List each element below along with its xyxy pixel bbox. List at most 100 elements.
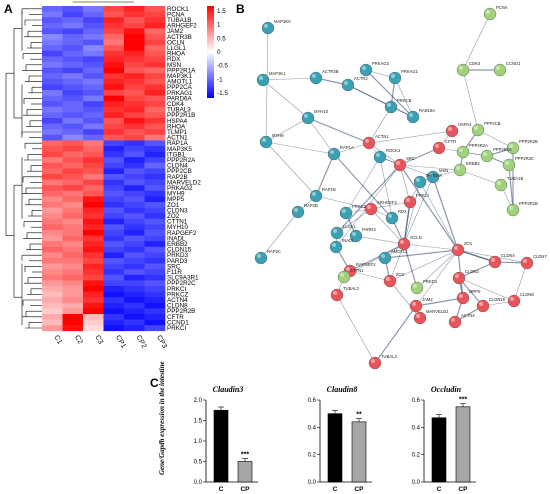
heatmap-cell <box>103 62 125 68</box>
node-circle <box>301 111 315 125</box>
heatmap-cell <box>103 39 125 46</box>
heatmap-cell <box>103 101 125 108</box>
heatmap-cell <box>62 258 84 264</box>
node-circle <box>476 299 490 313</box>
gene-label: PARD6A <box>167 95 193 102</box>
node-circle <box>383 274 397 288</box>
heatmap-cell <box>103 17 125 24</box>
heatmap-cell <box>124 151 145 158</box>
heatmap-cell <box>144 280 166 287</box>
heatmap-cell <box>124 39 145 46</box>
heatmap-cell <box>103 319 125 326</box>
heatmap-cell <box>42 129 63 136</box>
node-circle <box>362 136 376 150</box>
heatmap-cell <box>83 78 104 85</box>
x-category-label: C <box>437 486 442 493</box>
node-circle <box>291 205 305 219</box>
network-edge <box>365 69 414 118</box>
heatmap-cell <box>62 162 84 169</box>
heatmap-cell <box>124 252 145 259</box>
network-node: PPP2R2C <box>502 156 534 172</box>
heatmap-cell <box>124 106 145 113</box>
heatmap-cell <box>62 28 84 35</box>
node-label: ARHGEF2 <box>377 200 397 205</box>
node-circle <box>256 73 270 87</box>
heatmap-cell <box>83 246 104 253</box>
network-edge <box>265 27 269 143</box>
node-circle <box>330 226 344 240</box>
gene-label: RAP1A <box>167 140 188 147</box>
network-edge <box>368 106 392 144</box>
heatmap-cell <box>42 202 63 208</box>
network-node: ACTN1 <box>362 134 389 150</box>
heatmap-cell <box>103 179 125 186</box>
network-edge <box>399 164 411 203</box>
network-edge <box>415 249 459 307</box>
node-highlight <box>257 254 261 258</box>
heatmap-cell <box>144 90 166 96</box>
node-label: ACTR2 <box>354 76 368 81</box>
ppi-network: MAP3K5 PCNA PRKAG2 PRKAG1 CDK4 CCND1 MAP3K1 ACT… <box>254 5 547 370</box>
node-highlight <box>406 198 410 202</box>
node-highlight <box>388 214 392 218</box>
heatmap-cell <box>42 112 63 119</box>
heatmap-cell <box>144 106 166 113</box>
heatmap-cell <box>83 179 104 186</box>
gene-label: PRKCI <box>167 286 186 293</box>
heatmap-cell <box>144 84 166 91</box>
node-label: CFTR <box>445 139 456 144</box>
node-circle <box>393 158 407 172</box>
heatmap-cell <box>144 269 166 276</box>
heatmap-cell <box>103 213 125 220</box>
heatmap-cell <box>62 50 84 57</box>
heatmap-cell <box>103 246 125 253</box>
heatmap-cell <box>103 168 125 175</box>
heatmap-cell <box>144 39 166 46</box>
gene-label: CLDN3 <box>167 207 188 214</box>
heatmap-cell <box>124 314 145 320</box>
node-circle <box>453 163 467 177</box>
heatmap-cell <box>83 34 104 40</box>
node-label: ROCK1 <box>386 148 401 153</box>
node-highlight <box>479 302 483 306</box>
heatmap-cell <box>124 67 145 74</box>
network-node: CCND1 <box>493 61 521 77</box>
heatmap-cell <box>62 78 84 85</box>
node-circle <box>506 141 520 155</box>
node-circle <box>452 271 466 285</box>
heatmap-cell <box>83 325 104 332</box>
y-tick-label: 0.4 <box>308 425 317 431</box>
bar-chart: Claudin3 0.0 0.5 1.0 1.5 2.0 C CP *** <box>194 385 258 493</box>
node-label: INADL <box>342 238 355 243</box>
heatmap-cell <box>83 308 104 315</box>
network-edge <box>416 249 459 289</box>
heatmap-cell <box>124 202 145 208</box>
heatmap-cell <box>42 207 63 214</box>
node-label: PRKCB <box>397 98 412 103</box>
heatmap-cell <box>103 112 125 119</box>
node-circle <box>426 170 440 184</box>
heatmap-cell <box>62 17 84 24</box>
y-tick-label: 2.0 <box>194 398 203 404</box>
heatmap-cell <box>103 207 125 214</box>
network-node: LLGL1 <box>330 224 356 240</box>
heatmap-cell <box>42 123 63 130</box>
heatmap-cell <box>42 297 63 304</box>
gene-label: MYH9 <box>167 191 185 198</box>
heatmap-cell <box>124 50 145 57</box>
network-edge <box>345 156 381 214</box>
node-highlight <box>416 178 420 182</box>
node-circle <box>413 175 427 189</box>
heatmap-cell <box>103 146 125 152</box>
heatmap-cell <box>42 246 63 253</box>
node-label: ERBB2 <box>466 161 480 166</box>
heatmap-cell <box>62 168 84 175</box>
heatmap-cell <box>103 28 125 35</box>
heatmap-cell <box>42 6 63 12</box>
heatmap-cell <box>124 140 145 147</box>
heatmap-cell <box>103 6 125 12</box>
y-tick-label: 0.6 <box>308 398 317 404</box>
bar-chart: Occludin 0.0 0.2 0.4 0.6 C CP *** <box>412 385 476 493</box>
network-node: ACTN4 <box>448 313 475 329</box>
network-node: PCNA <box>483 5 508 21</box>
